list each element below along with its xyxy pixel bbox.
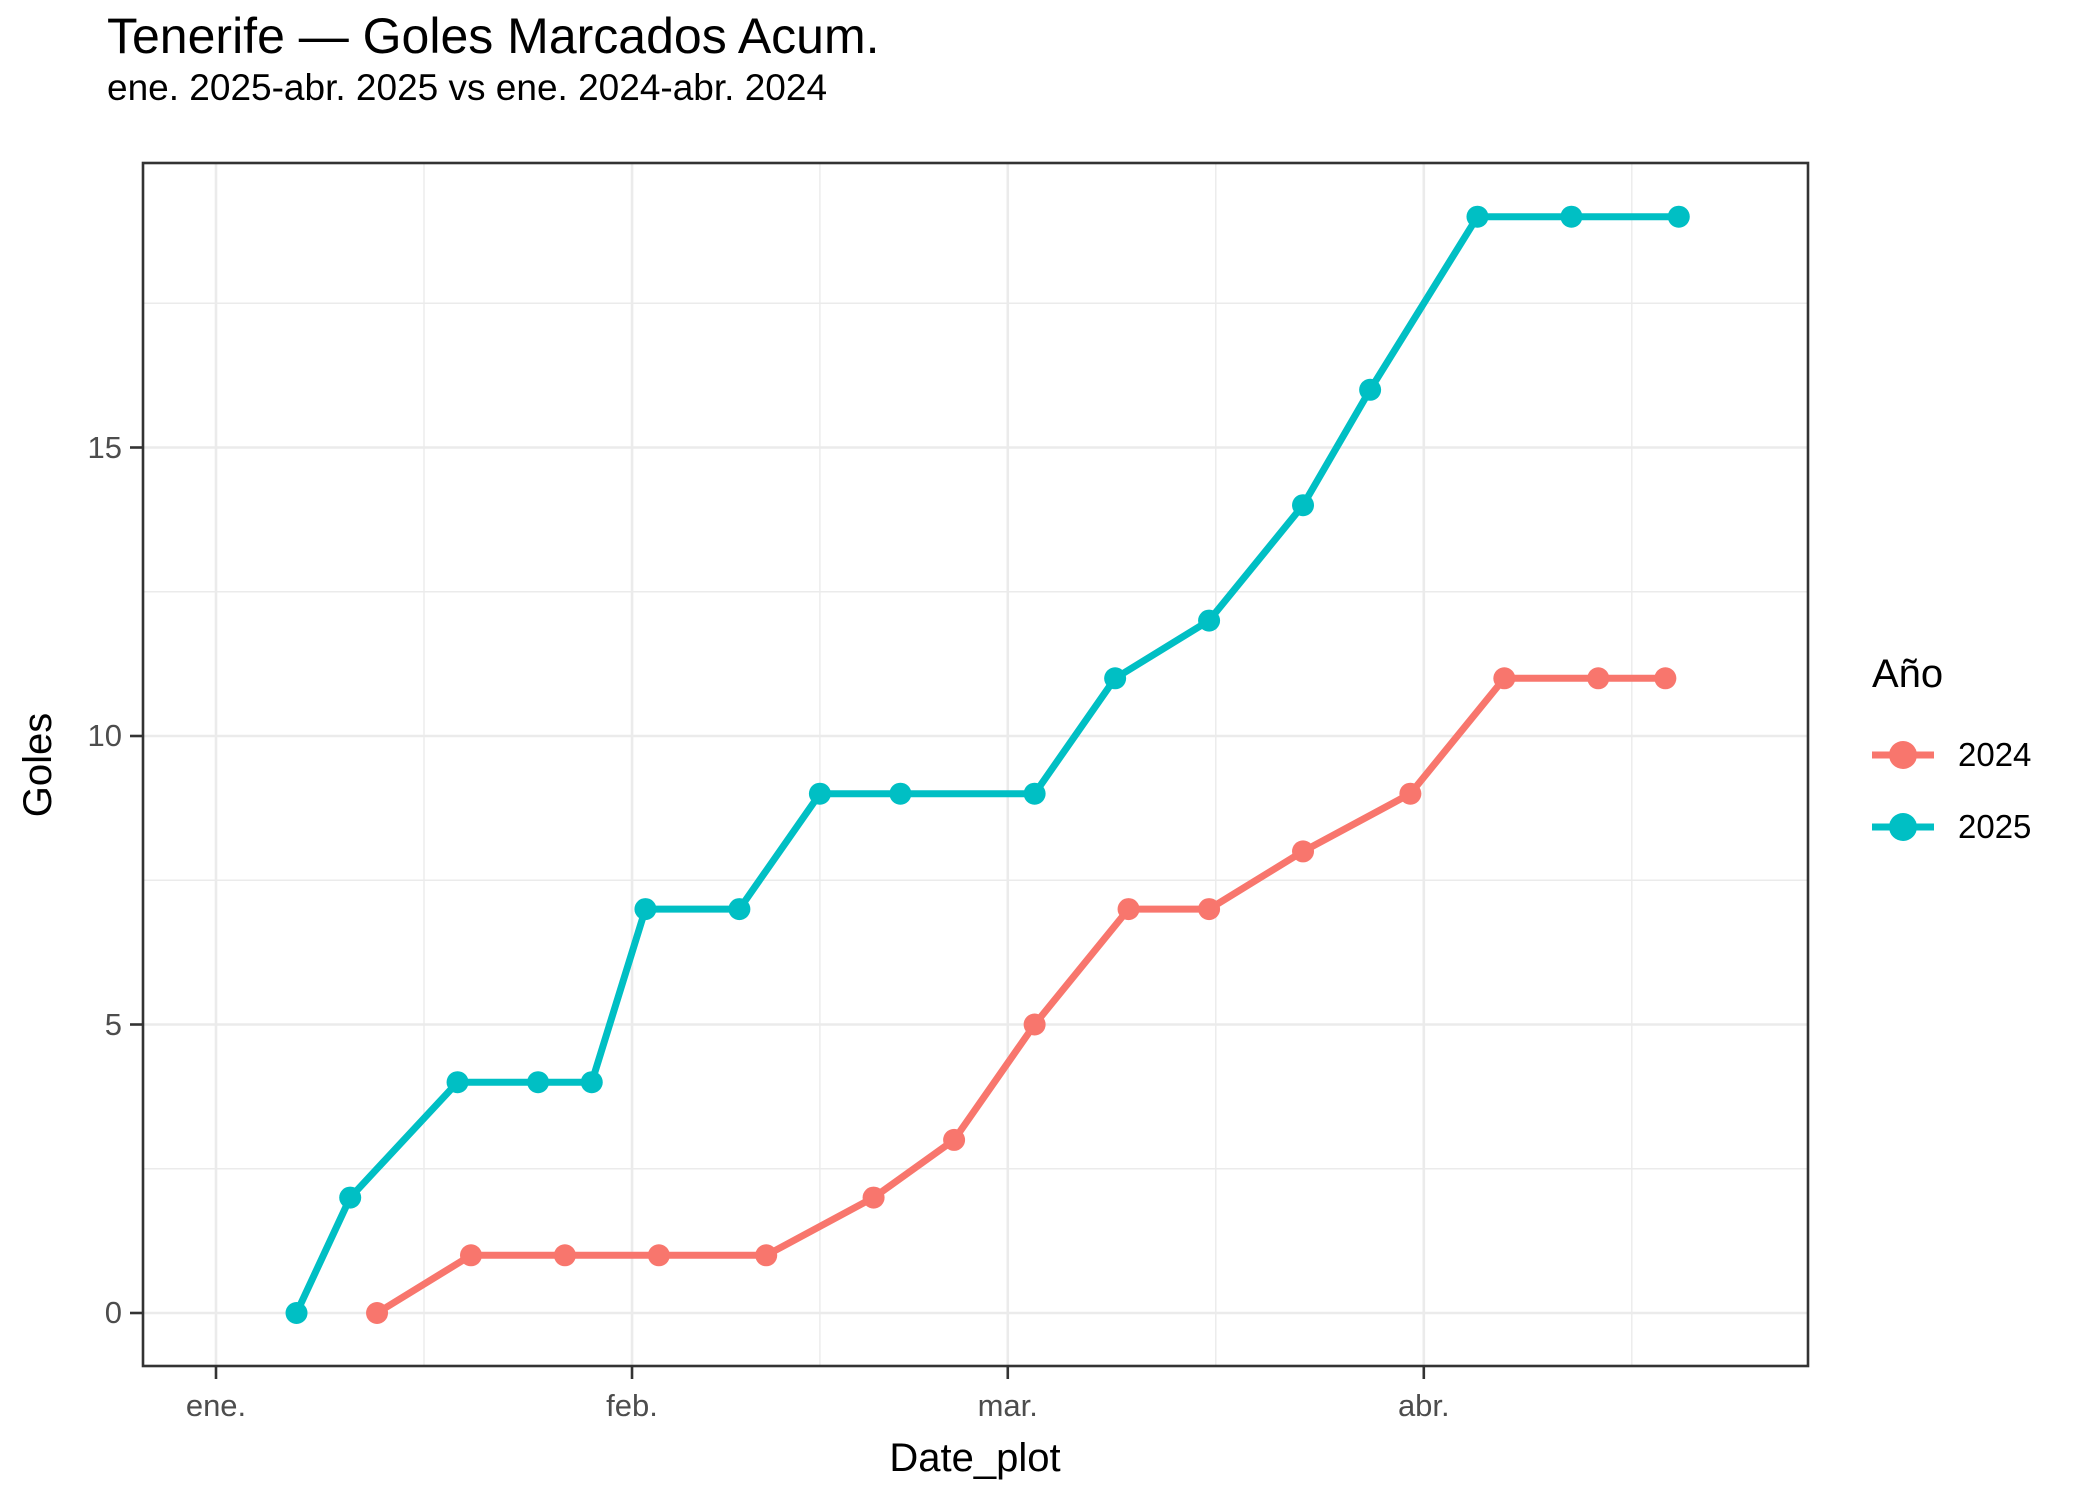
legend-item-2024: 2024 <box>1872 719 2031 791</box>
data-point-2024 <box>553 1244 576 1267</box>
y-tick-label-0: 0 <box>104 1295 122 1330</box>
data-point-2025 <box>808 782 831 805</box>
y-tick-label-5: 5 <box>104 1006 122 1042</box>
data-point-2024 <box>943 1128 966 1151</box>
legend-item-2025: 2025 <box>1872 791 2031 863</box>
plot-subtitle: ene. 2025-abr. 2025 vs ene. 2024-abr. 20… <box>107 67 828 108</box>
data-point-2024 <box>459 1244 482 1267</box>
x-tick-label-abr: abr. <box>1397 1388 1450 1423</box>
data-point-2025 <box>1560 205 1583 228</box>
series-line-2025 <box>293 213 1679 1315</box>
plot-title: Tenerife — Goles Marcados Acum. <box>107 8 880 64</box>
data-point-2024 <box>1493 667 1516 690</box>
legend-item-label-2024: 2024 <box>1958 736 2032 773</box>
legend: Año 2024 2025 <box>1872 652 2031 863</box>
data-point-2025 <box>1198 609 1221 632</box>
x-tick-label-mar: mar. <box>977 1388 1038 1423</box>
panel-border <box>141 161 1810 1368</box>
data-point-2025 <box>1104 667 1127 690</box>
y-tick-label-15: 15 <box>87 429 122 465</box>
y-axis-title: Goles <box>16 712 60 818</box>
data-point-2024 <box>755 1244 778 1267</box>
data-point-2024 <box>862 1186 885 1209</box>
data-point-2024 <box>366 1302 389 1324</box>
data-point-2025 <box>1023 782 1046 805</box>
data-point-2024 <box>647 1244 670 1267</box>
data-point-2024 <box>1587 667 1610 690</box>
data-point-2024 <box>1198 898 1221 921</box>
y-tick-label-10: 10 <box>87 718 122 753</box>
data-point-2025 <box>634 898 657 921</box>
data-point-2025 <box>1667 205 1690 228</box>
legend-item-label-2025: 2025 <box>1958 808 2032 845</box>
legend-key-2025-icon <box>1872 813 1934 841</box>
data-point-2024 <box>1654 667 1677 690</box>
x-tick-label-feb: feb. <box>606 1388 658 1423</box>
data-point-2024 <box>1399 782 1422 805</box>
data-point-2024 <box>1117 898 1140 921</box>
data-point-2025 <box>728 898 751 921</box>
data-point-2025 <box>580 1071 603 1094</box>
x-tick-label-ene: ene. <box>185 1388 247 1423</box>
data-point-2025 <box>527 1071 550 1094</box>
data-point-2024 <box>1023 1013 1046 1036</box>
data-point-2025 <box>339 1186 362 1209</box>
data-point-2025 <box>285 1302 308 1324</box>
data-point-2025 <box>446 1071 469 1094</box>
data-point-2025 <box>889 782 912 805</box>
legend-key-2024-icon <box>1872 741 1934 769</box>
data-point-2025 <box>1292 494 1315 517</box>
legend-title: Año <box>1872 652 1944 696</box>
series-line-2024 <box>375 674 1666 1316</box>
data-point-2025 <box>1466 205 1489 228</box>
data-point-2024 <box>1292 840 1315 863</box>
x-axis-title: Date_plot <box>889 1436 1061 1480</box>
data-point-2025 <box>1359 378 1382 401</box>
